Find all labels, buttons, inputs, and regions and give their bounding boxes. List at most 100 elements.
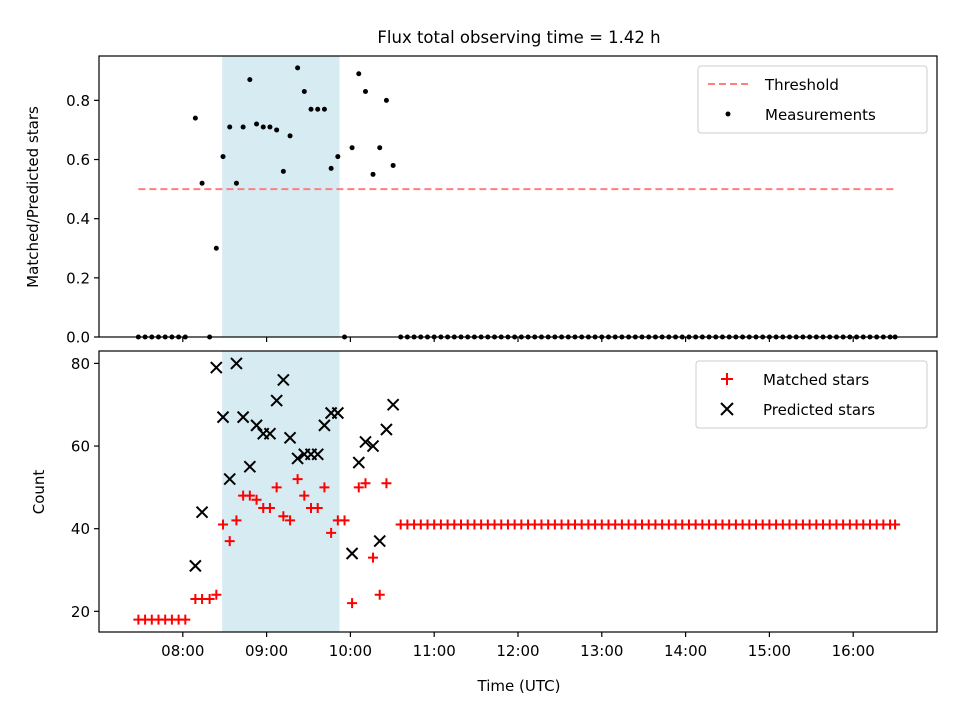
measurement-point [321,106,327,112]
matched-star-point [347,598,358,609]
bottom-axes-frame [98,350,938,633]
legend-measurement-swatch [725,111,731,117]
measurement-point [349,145,355,151]
matched-star-point [211,589,222,600]
matched-star-point [244,490,255,501]
matched-star-point [319,482,330,493]
measurement-point [356,71,362,77]
measurement-point [220,154,226,160]
predicted-star-point [359,435,372,449]
matched-star-point [292,474,303,485]
predicted-star-point [283,431,297,444]
measurement-point [301,88,307,94]
x-tick-label: 13:00 [580,642,623,660]
measurement-point [247,77,253,83]
measurement-point [280,168,286,174]
y-tick-label: 0.6 [66,151,90,169]
matched-star-point [180,614,191,625]
x-tick-label: 12:00 [496,642,539,660]
y-tick-label: 20 [71,603,90,621]
matched-stars-points [133,474,901,625]
bottom-shaded-interval [222,351,340,632]
predicted-star-point [270,394,283,407]
predicted-star-point [291,452,304,465]
measurement-point [213,245,219,251]
y-tick-label: 40 [71,520,90,538]
x-tick-label: 11:00 [413,642,456,660]
measurement-point [295,65,301,71]
x-tick-label: 14:00 [664,642,707,660]
x-axis-label: Time (UTC) [477,677,561,695]
measurement-point [254,121,260,127]
measurement-point [370,171,376,177]
y-tick-label: 80 [71,355,90,373]
predicted-star-point [277,373,290,387]
predicted-stars-points [189,357,400,573]
predicted-star-point [210,361,223,374]
bottom-y-ticks: 20 40 60 80 [71,355,99,621]
measurement-point [287,133,293,139]
predicted-star-point [250,419,263,432]
measurement-point [328,165,334,171]
top-y-axis-label: Matched/Predicted stars [24,106,42,288]
measurement-point [267,124,273,130]
measurement-point [308,106,314,112]
x-tick-label: 09:00 [245,642,288,660]
matched-star-point [368,552,379,563]
chart-title: Flux total observing time = 1.42 h [377,28,660,47]
legend-matched-label: Matched stars [763,371,869,389]
y-tick-label: 60 [71,438,90,456]
y-tick-label: 0.2 [66,269,90,287]
predicted-star-point [380,423,393,436]
x-tick-label: 15:00 [748,642,791,660]
legend-predicted-swatch [720,402,734,416]
legend-threshold-label: Threshold [764,76,839,94]
matched-star-point [299,490,310,501]
matched-star-point [339,515,350,526]
y-tick-label: 0.0 [66,329,90,347]
matched-star-point [285,515,296,526]
measurement-point [233,180,239,186]
top-x-ticks [182,337,854,342]
top-shaded-interval [222,56,340,337]
y-tick-label: 0.4 [66,210,90,228]
x-tick-label: 16:00 [832,642,875,660]
matched-star-point [360,478,371,489]
top-axes: 0.00.20.40.60.8 Matched/Predicted stars … [24,55,938,347]
matched-star-point [381,478,392,489]
predicted-star-point [223,472,236,486]
measurement-point [274,127,280,133]
predicted-star-point [352,456,365,469]
legend-matched-swatch [721,373,733,385]
measurement-point [227,124,233,130]
bottom-y-axis-label: Count [30,470,48,515]
legend-measurements-label: Measurements [765,106,876,124]
predicted-star-point [331,406,345,420]
predicted-star-point [216,410,230,424]
predicted-star-point [263,427,277,440]
bottom-legend: Matched stars Predicted stars [695,360,928,429]
matched-star-point [204,593,215,604]
predicted-star-point [236,410,250,424]
matched-star-point [271,482,282,493]
matched-star-point [224,536,235,547]
x-tick-label: 08:00 [161,642,204,660]
measurement-point [362,88,368,94]
predicted-star-point [366,439,380,453]
measurement-point [315,106,321,112]
matched-star-point [231,515,242,526]
measurement-point [260,124,266,130]
matched-star-point [890,519,901,530]
predicted-star-point [243,460,257,473]
measurement-point [390,162,396,168]
predicted-star-point [345,547,359,560]
measurement-point [383,97,389,103]
predicted-star-point [373,534,386,548]
bottom-axes: 20 40 60 80 08:00 09:00 10:00 11:00 12:00 13:00 1… [30,350,938,695]
measurement-point [240,124,246,130]
matched-star-point [251,494,262,505]
measurement-point [335,154,341,160]
y-tick-label: 0.8 [66,92,90,110]
predicted-star-point [195,505,209,519]
